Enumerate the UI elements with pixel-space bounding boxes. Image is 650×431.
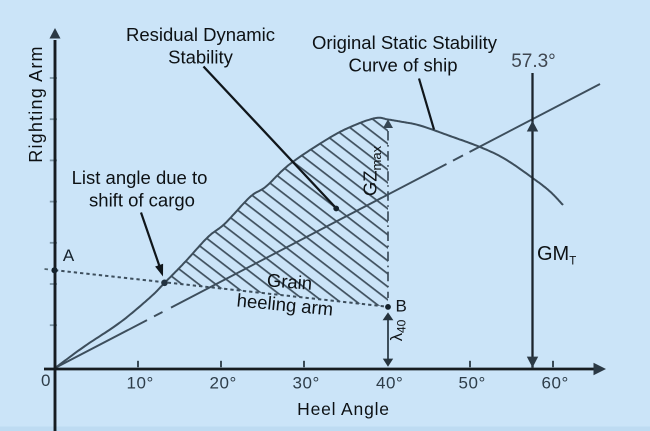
svg-text:Heel Angle: Heel Angle [297,399,390,419]
svg-text:0: 0 [41,371,51,390]
svg-text:B: B [396,297,407,316]
svg-text:20°: 20° [209,374,237,393]
svg-text:Stability: Stability [168,46,234,67]
svg-text:shift of cargo: shift of cargo [89,190,195,211]
svg-text:List angle due to: List angle due to [72,167,208,188]
svg-text:30°: 30° [292,374,320,393]
svg-text:A: A [63,246,75,265]
svg-text:Righting Arm: Righting Arm [26,45,46,162]
svg-text:40°: 40° [376,374,404,393]
svg-text:60°: 60° [541,374,569,393]
svg-text:50°: 50° [458,374,486,393]
svg-text:Residual Dynamic: Residual Dynamic [126,24,275,45]
svg-text:Grain: Grain [266,269,313,293]
svg-text:57.3°: 57.3° [511,51,556,72]
svg-text:Curve of ship: Curve of ship [349,55,458,76]
svg-text:Original Static Stability: Original Static Stability [312,32,498,53]
svg-text:10°: 10° [126,374,154,393]
